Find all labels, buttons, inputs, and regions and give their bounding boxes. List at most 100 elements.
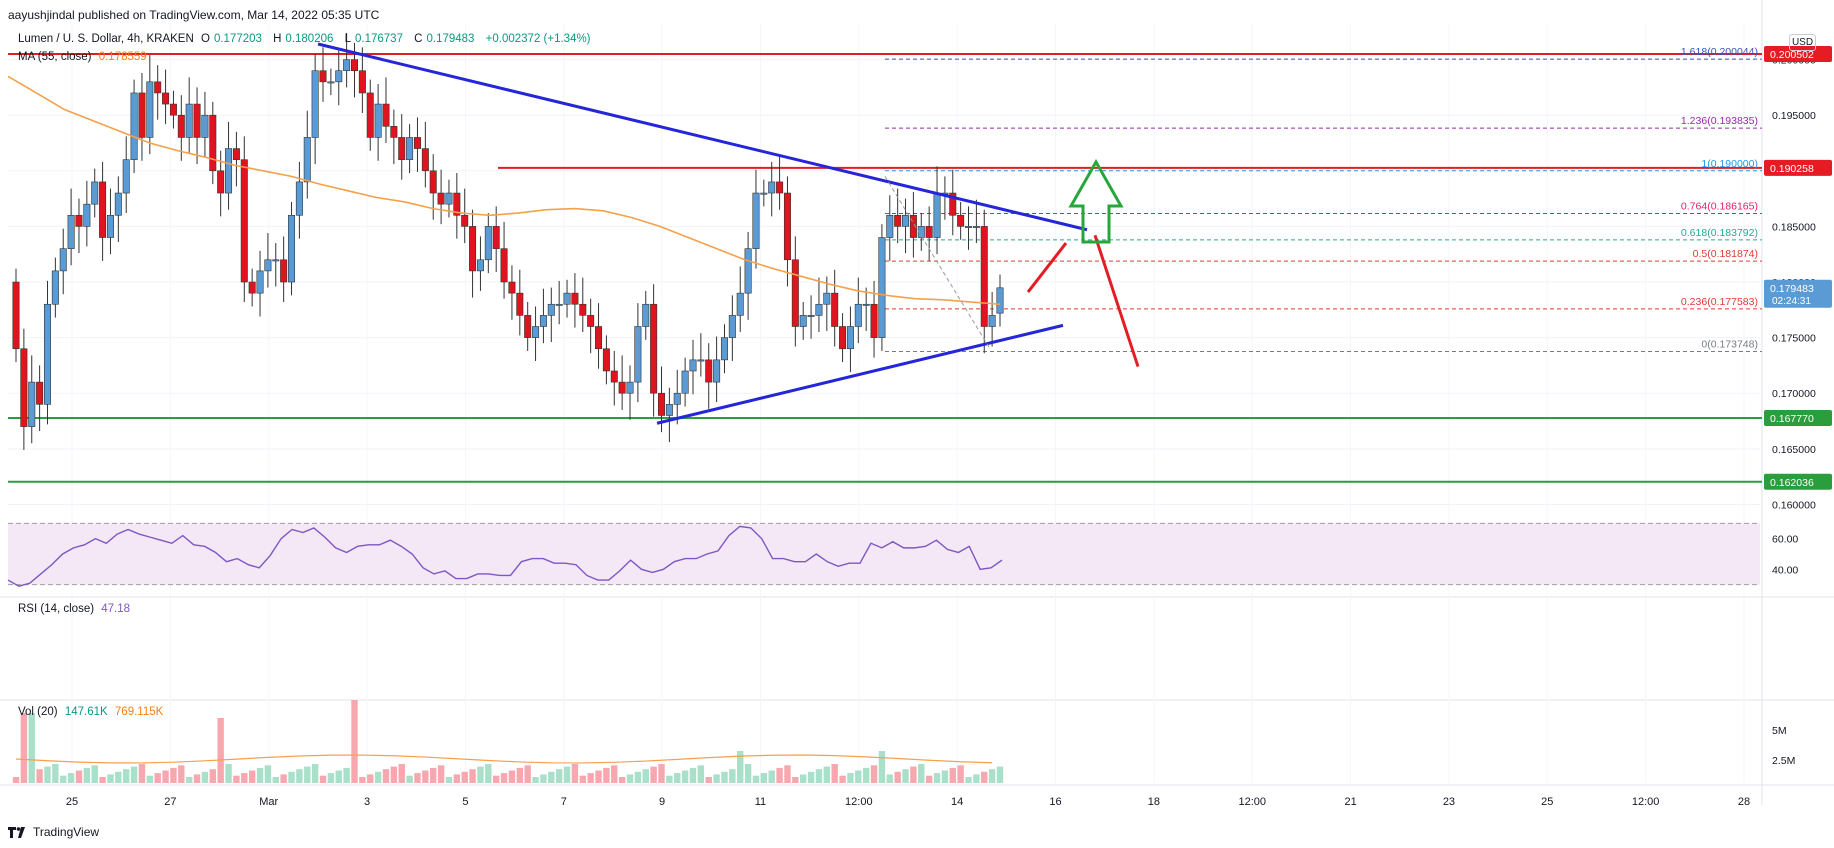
bullish-candle <box>996 287 1004 314</box>
volume-bar <box>973 774 980 783</box>
y-tick-label: 0.170000 <box>1772 388 1816 400</box>
volume-bar <box>996 766 1004 783</box>
bearish-candle <box>154 81 162 94</box>
bullish-candle <box>673 392 681 405</box>
bullish-candle <box>295 181 303 216</box>
bearish-candle <box>413 137 421 149</box>
bearish-candle <box>610 370 618 383</box>
bearish-candle <box>791 259 799 327</box>
bullish-candle <box>114 192 122 216</box>
bullish-candle <box>327 81 335 84</box>
bullish-candle <box>965 226 973 228</box>
ascending-trendline <box>656 323 1064 425</box>
bullish-candle <box>122 159 130 194</box>
bullish-candle <box>665 404 673 416</box>
volume-bar <box>241 773 248 783</box>
volume-tick-label: 5M <box>1772 725 1787 737</box>
bearish-candle <box>366 92 374 138</box>
volume-value: 147.61K <box>64 706 108 718</box>
volume-bar <box>855 770 862 783</box>
bearish-candle <box>909 214 917 238</box>
x-tick-label: Mar <box>259 796 278 808</box>
volume-bar <box>508 770 516 783</box>
volume-bar <box>674 773 681 783</box>
volume-bar <box>847 773 854 783</box>
currency-button[interactable]: USD <box>1789 34 1816 51</box>
volume-bar <box>713 774 720 783</box>
bearish-candle <box>579 303 587 316</box>
bearish-candle <box>217 170 225 194</box>
volume-bar <box>335 770 342 783</box>
volume-bar <box>492 775 500 783</box>
volume-bar <box>658 764 665 783</box>
bearish-candle <box>169 103 177 116</box>
bullish-candle <box>67 214 75 249</box>
volume-bar <box>776 767 783 783</box>
volume-bar <box>618 777 626 783</box>
volume-bar <box>784 765 791 783</box>
volume-bar <box>516 767 524 783</box>
x-tick-label: 27 <box>164 796 176 808</box>
volume-bar <box>343 767 350 783</box>
bearish-candle <box>75 214 83 227</box>
bullish-candle <box>697 359 705 362</box>
bearish-candle <box>839 326 847 350</box>
bullish-candle <box>886 214 894 238</box>
bullish-candle <box>547 303 555 316</box>
volume-bar <box>823 766 831 783</box>
volume-bar <box>792 777 799 783</box>
volume-bar <box>327 773 335 783</box>
bearish-candle <box>831 292 839 327</box>
volume-bar <box>138 764 146 783</box>
price-label-value: 0.167770 <box>1770 413 1814 425</box>
bearish-candle <box>571 292 579 305</box>
bearish-candle <box>500 248 508 283</box>
bullish-candle <box>555 303 563 306</box>
volume-bar <box>154 773 161 783</box>
moving-average-line <box>7 75 1001 306</box>
x-tick-label: 5 <box>462 796 468 808</box>
bullish-candle <box>768 181 776 194</box>
volume-bar <box>540 774 547 783</box>
tradingview-logo-icon <box>8 826 25 838</box>
volume-bar <box>304 766 311 783</box>
volume-bar <box>705 777 712 783</box>
bearish-candle <box>382 103 390 127</box>
volume-bar <box>768 770 775 783</box>
bearish-candle <box>870 303 878 338</box>
volume-bar <box>170 767 177 783</box>
bullish-candle <box>799 315 807 327</box>
bearish-candle <box>398 137 406 160</box>
bearish-candle <box>957 214 965 227</box>
bullish-candle <box>532 326 540 338</box>
volume-bar <box>453 774 461 783</box>
bullish-candle <box>106 214 114 238</box>
volume-bar <box>382 769 390 783</box>
volume-bar <box>422 770 429 783</box>
bearish-candle <box>437 192 445 205</box>
bullish-candle <box>878 237 886 338</box>
volume-bar <box>359 777 366 783</box>
bullish-candle <box>130 92 138 160</box>
volume-bar <box>225 764 232 783</box>
bearish-candle <box>138 92 146 138</box>
bullish-candle <box>744 248 752 294</box>
bearish-path-arrow <box>1093 234 1140 368</box>
fib-level-label: 1.236(0.193835) <box>1681 115 1758 127</box>
price-label-box <box>1764 410 1832 427</box>
bearish-candle <box>177 114 185 138</box>
volume-bar <box>99 777 106 783</box>
volume-bar <box>902 769 909 783</box>
volume-bar <box>437 765 445 783</box>
volume-bar <box>351 700 358 783</box>
x-tick-label: 12:00 <box>1238 796 1266 808</box>
volume-bar <box>390 766 398 783</box>
bullish-candle <box>185 103 193 138</box>
bullish-candle <box>476 259 484 272</box>
bullish-candle <box>760 192 768 195</box>
bearish-candle <box>602 348 610 372</box>
volume-bar <box>311 764 319 783</box>
volume-bar <box>933 773 941 783</box>
bullish-path-arrow <box>1026 242 1068 293</box>
